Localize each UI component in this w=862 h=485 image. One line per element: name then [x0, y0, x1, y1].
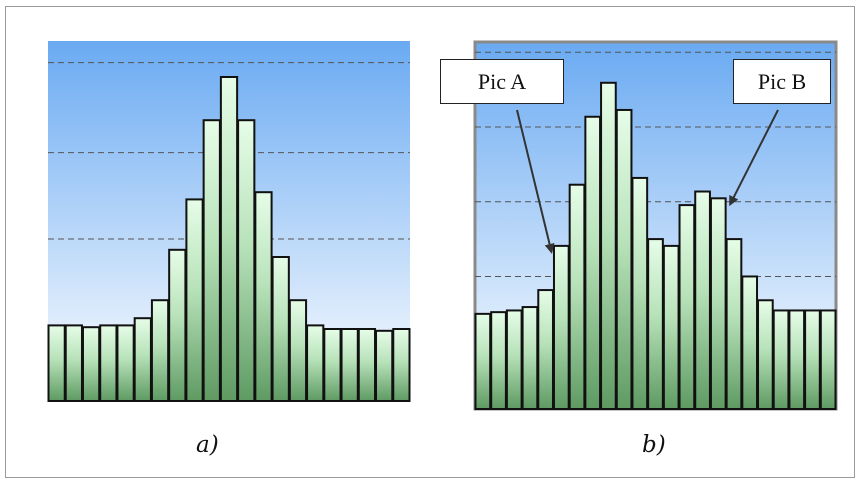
histogram-bar: [490, 311, 507, 410]
annotation-arrow: [516, 109, 555, 254]
histogram-bar: [631, 176, 649, 410]
histogram-bar: [772, 309, 790, 410]
histogram-bar: [819, 309, 837, 410]
histogram-bar: [662, 244, 680, 410]
histogram-bar: [552, 244, 570, 410]
histogram-bar: [64, 324, 83, 402]
histogram-bar: [741, 275, 759, 410]
histogram-bar: [116, 324, 135, 402]
histogram-bar: [81, 326, 101, 403]
histogram-bar: [202, 119, 221, 402]
histogram-bar: [288, 299, 308, 403]
histogram-bar: [357, 328, 377, 402]
histogram-bar: [392, 328, 411, 402]
callout-pic-a: Pic A: [440, 59, 564, 104]
figure-frame: [5, 6, 855, 478]
histogram-bar: [615, 108, 633, 411]
histogram-bar: [133, 317, 152, 403]
histogram-bar: [788, 309, 806, 410]
caption-b: b): [642, 432, 666, 458]
histogram-chart-a: [47, 41, 411, 403]
histogram-bar: [168, 248, 187, 402]
histogram-bar: [474, 312, 492, 410]
histogram-bar: [340, 328, 359, 402]
histogram-bar: [323, 328, 342, 402]
histogram-bar: [375, 329, 394, 402]
histogram-bar: [254, 191, 273, 402]
annotation-arrow: [729, 109, 779, 207]
histogram-bar: [678, 204, 696, 410]
histogram-bar: [219, 76, 239, 402]
histogram-bar: [521, 306, 539, 410]
caption-a: a): [196, 432, 219, 458]
histogram-bar: [537, 289, 554, 411]
histogram-bar: [185, 198, 204, 402]
callout-pic-b: Pic B: [733, 59, 831, 104]
histogram-bar: [237, 119, 256, 402]
histogram-bar: [99, 324, 118, 402]
histogram-bar: [709, 197, 727, 410]
